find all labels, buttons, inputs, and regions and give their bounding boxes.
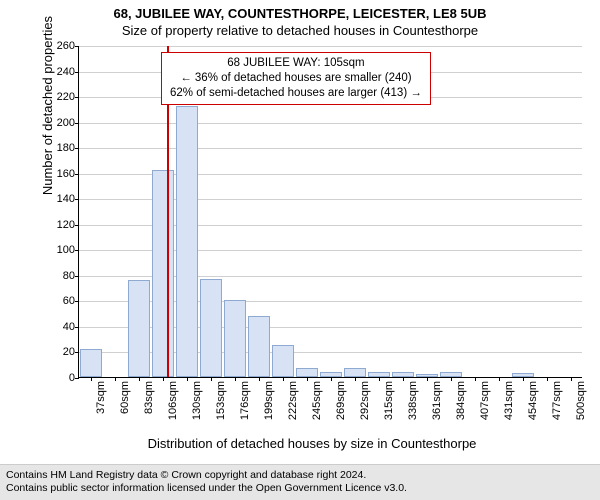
chart-title-main: 68, JUBILEE WAY, COUNTESTHORPE, LEICESTE… [0,0,600,21]
x-tick-label: 245sqm [311,381,323,420]
histogram-bar [128,280,151,377]
x-tick-label: 407sqm [479,381,491,420]
x-tick-label: 431sqm [503,381,515,420]
info-box: 68 JUBILEE WAY: 105sqm ← 36% of detached… [161,52,431,105]
y-tick-label: 60 [63,295,79,307]
y-axis-label: Number of detached properties [40,16,55,195]
y-tick-label: 40 [63,321,79,333]
plot-area: 02040608010012014016018020022024026037sq… [78,46,582,378]
x-tick-mark [139,377,140,381]
y-tick-label: 120 [57,219,79,231]
x-tick-label: 338sqm [407,381,419,420]
chart-container: Number of detached properties 0204060801… [42,46,582,416]
histogram-bar [296,368,319,377]
x-tick-mark [115,377,116,381]
x-tick-mark [259,377,260,381]
chart-title-sub: Size of property relative to detached ho… [0,21,600,38]
y-tick-label: 20 [63,346,79,358]
x-tick-mark [211,377,212,381]
x-tick-mark [331,377,332,381]
y-tick-label: 0 [69,372,79,384]
x-tick-label: 130sqm [191,381,203,420]
footer-line-1: Contains HM Land Registry data © Crown c… [6,469,594,483]
x-tick-label: 60sqm [119,381,131,414]
histogram-bar [224,300,247,377]
x-tick-label: 83sqm [143,381,155,414]
x-tick-label: 222sqm [287,381,299,420]
info-line-3: 62% of semi-detached houses are larger (… [170,86,422,101]
x-tick-mark [403,377,404,381]
x-tick-label: 315sqm [383,381,395,420]
y-tick-label: 140 [57,193,79,205]
x-tick-label: 153sqm [215,381,227,420]
x-tick-mark [91,377,92,381]
x-tick-mark [307,377,308,381]
histogram-bar [176,106,199,377]
gridline [79,123,582,124]
x-tick-label: 500sqm [575,381,587,420]
x-tick-mark [379,377,380,381]
x-tick-mark [523,377,524,381]
x-tick-label: 37sqm [95,381,107,414]
x-tick-label: 384sqm [455,381,467,420]
x-tick-label: 269sqm [335,381,347,420]
histogram-bar [248,316,271,377]
y-tick-label: 160 [57,168,79,180]
x-tick-mark [235,377,236,381]
x-tick-label: 199sqm [263,381,275,420]
x-tick-mark [571,377,572,381]
x-tick-label: 106sqm [167,381,179,420]
x-tick-mark [499,377,500,381]
info-line-2: ← 36% of detached houses are smaller (24… [170,71,422,86]
x-tick-mark [187,377,188,381]
x-tick-mark [451,377,452,381]
y-tick-label: 100 [57,244,79,256]
x-tick-mark [283,377,284,381]
x-tick-mark [163,377,164,381]
gridline [79,148,582,149]
y-tick-label: 240 [57,66,79,78]
histogram-bar [200,279,223,377]
gridline [79,46,582,47]
histogram-bar [152,170,175,377]
y-tick-label: 180 [57,142,79,154]
x-tick-label: 292sqm [359,381,371,420]
x-tick-mark [475,377,476,381]
footer: Contains HM Land Registry data © Crown c… [0,464,600,500]
histogram-bar [344,368,367,377]
y-tick-label: 220 [57,91,79,103]
histogram-bar [272,345,295,377]
histogram-bar [80,349,103,377]
x-tick-mark [427,377,428,381]
x-axis-label: Distribution of detached houses by size … [42,436,582,451]
info-line-1: 68 JUBILEE WAY: 105sqm [170,56,422,71]
x-tick-label: 361sqm [431,381,443,420]
y-tick-label: 200 [57,117,79,129]
x-tick-mark [547,377,548,381]
footer-line-2: Contains public sector information licen… [6,482,594,496]
x-tick-label: 454sqm [527,381,539,420]
x-tick-label: 477sqm [551,381,563,420]
y-tick-label: 260 [57,40,79,52]
x-tick-mark [355,377,356,381]
y-tick-label: 80 [63,270,79,282]
x-tick-label: 176sqm [239,381,251,420]
